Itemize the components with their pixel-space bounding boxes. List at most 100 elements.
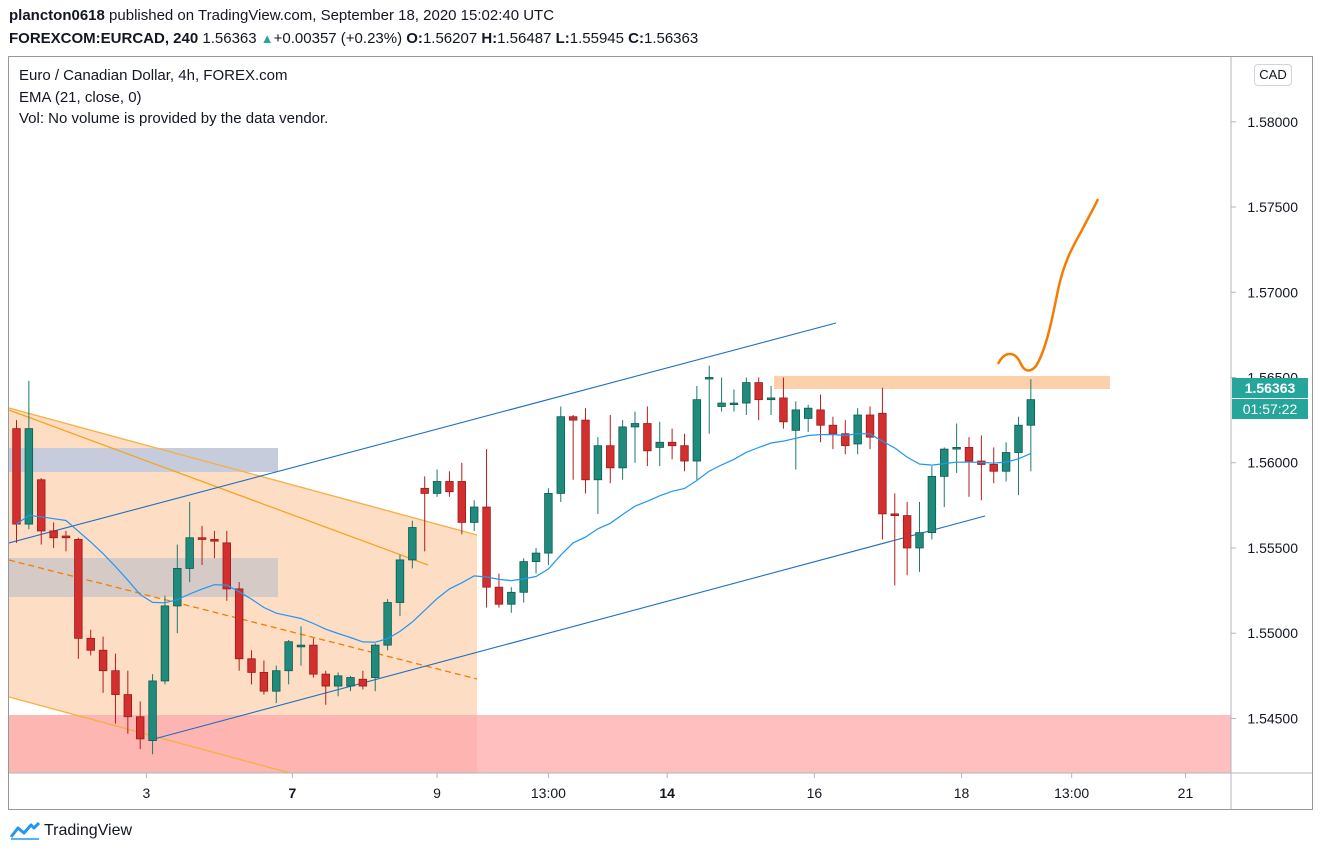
candle xyxy=(321,670,330,705)
candle-body xyxy=(482,506,491,588)
candle xyxy=(24,380,34,530)
ema-line[interactable] xyxy=(16,433,1032,643)
candle xyxy=(593,437,603,514)
candle-body xyxy=(469,506,479,523)
ascending-channel-bottom[interactable] xyxy=(153,515,986,740)
last-price: 1.56363 xyxy=(202,30,257,47)
legend-volume[interactable]: Vol: No volume is provided by the data v… xyxy=(19,110,329,127)
candle xyxy=(556,406,565,502)
symbol-info-bar: FOREXCOM:EURCAD, 240 1.56363 ▲+0.00357 (… xyxy=(9,30,698,47)
candle-body xyxy=(989,464,998,472)
candle xyxy=(705,365,714,434)
candle xyxy=(779,377,788,429)
candle-body xyxy=(803,407,813,419)
channel-top-line[interactable] xyxy=(9,407,478,536)
candle-body xyxy=(173,568,182,607)
candle-body xyxy=(581,419,590,481)
candle xyxy=(457,462,467,535)
candle-body xyxy=(915,532,924,549)
candle xyxy=(395,554,405,617)
candle xyxy=(1014,416,1023,496)
candle-body xyxy=(259,672,269,692)
candle-body xyxy=(680,445,689,462)
price-change: +0.00357 (+0.23%) xyxy=(273,30,403,47)
price-tick-label: 1.57500 xyxy=(1247,199,1298,215)
price-axis[interactable]: 1.580001.575001.570001.565001.560001.555… xyxy=(1231,114,1298,727)
candle xyxy=(519,558,528,603)
candle-body xyxy=(408,527,417,561)
axes-layer xyxy=(9,57,1312,809)
candle xyxy=(853,408,862,455)
legend-title[interactable]: Euro / Canadian Dollar, 4h, FOREX.com xyxy=(19,67,288,84)
candle-body xyxy=(234,588,244,660)
candle-body xyxy=(49,530,58,539)
candle-body xyxy=(828,424,838,435)
candle xyxy=(432,469,442,497)
candle xyxy=(742,377,751,415)
candle-body xyxy=(86,637,95,651)
candle xyxy=(915,501,924,572)
candle-body xyxy=(593,445,603,481)
candle xyxy=(445,471,454,497)
candle xyxy=(865,406,875,450)
candle-body xyxy=(222,542,231,590)
price-tick-label: 1.56000 xyxy=(1247,455,1298,471)
candle-body xyxy=(630,423,640,428)
candle xyxy=(531,547,541,574)
candle xyxy=(197,525,207,566)
candle xyxy=(643,406,652,467)
candle xyxy=(692,386,702,480)
pink-support-zone xyxy=(9,715,1231,773)
publisher-name[interactable]: plancton0618 xyxy=(9,7,105,24)
candle xyxy=(135,701,145,750)
candle-body xyxy=(618,426,627,469)
candle-body xyxy=(519,561,528,593)
last-price-tag: 1.56363 xyxy=(1232,378,1308,398)
gray-zone-lower xyxy=(9,558,278,597)
candle-body xyxy=(371,644,380,678)
brand-name: TradingView xyxy=(44,822,133,839)
candle-body xyxy=(74,539,83,639)
candle xyxy=(383,599,392,651)
candle-body xyxy=(507,591,516,605)
candle xyxy=(210,530,219,559)
candle xyxy=(98,636,108,693)
projection-path[interactable] xyxy=(996,198,1100,372)
candle-body xyxy=(432,481,442,494)
currency-button[interactable]: CAD xyxy=(1254,64,1292,86)
publish-info: plancton0618 published on TradingView.co… xyxy=(9,7,554,24)
candle-body xyxy=(37,479,46,532)
candle-body xyxy=(729,402,739,405)
candle-body xyxy=(865,414,875,438)
candle xyxy=(841,420,850,455)
candle-body xyxy=(111,670,120,695)
legend-ema[interactable]: EMA (21, close, 0) xyxy=(19,89,142,106)
candle-body xyxy=(902,515,912,549)
ascending-channel-top[interactable] xyxy=(9,322,837,544)
candle-body xyxy=(927,475,937,534)
time-tick-label: 16 xyxy=(807,785,823,801)
candle-body xyxy=(717,402,726,407)
price-tick-label: 1.54500 xyxy=(1247,710,1298,726)
candle xyxy=(346,675,355,692)
candle-body xyxy=(754,382,763,401)
candle xyxy=(74,537,83,659)
candle-body xyxy=(321,673,330,687)
candle-body xyxy=(160,605,170,682)
candle xyxy=(878,387,887,540)
ema-layer xyxy=(16,433,1032,643)
candles-layer xyxy=(12,365,1036,755)
high-label: H: xyxy=(481,30,498,47)
resistance-zone xyxy=(774,376,1110,389)
candle xyxy=(581,408,590,494)
candle-body xyxy=(98,649,108,672)
candle xyxy=(284,640,293,685)
candle-body xyxy=(395,559,405,603)
candle xyxy=(890,493,899,586)
candle-body xyxy=(1026,399,1036,426)
candle xyxy=(791,401,801,470)
open-label: O: xyxy=(406,30,423,47)
time-axis[interactable]: 3 7 9 13:00 14 16 18 13:00 21 xyxy=(142,773,1193,801)
footer-brand[interactable]: TradingView xyxy=(10,822,132,840)
